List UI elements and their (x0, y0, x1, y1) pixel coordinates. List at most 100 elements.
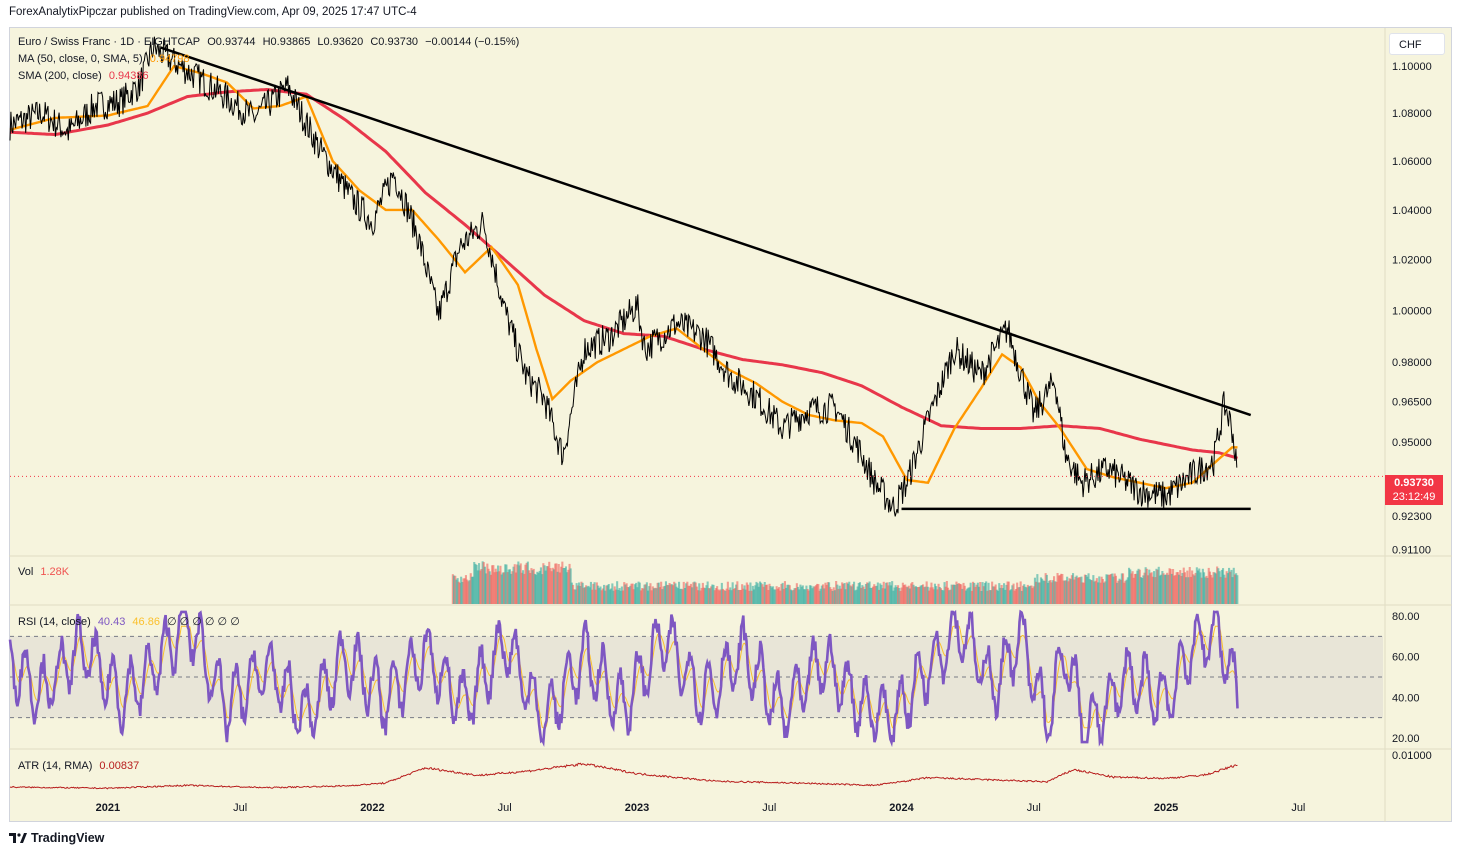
volume-bar (979, 582, 982, 604)
volume-bar (1060, 573, 1063, 604)
volume-bar (1230, 569, 1233, 604)
volume-bar (1069, 579, 1072, 604)
volume-bar (1031, 588, 1034, 604)
volume-bar (479, 570, 482, 604)
volume-bar (611, 583, 614, 604)
volume-bar (600, 590, 603, 604)
volume-bar (582, 587, 585, 604)
volume-bar (1054, 581, 1057, 604)
symbol-legend[interactable]: Euro / Swiss Franc · 1D · EIGHTCAP O0.93… (18, 36, 523, 48)
volume-bar (686, 581, 689, 604)
volume-bar (1236, 575, 1239, 604)
volume-bar (854, 590, 857, 604)
volume-bar (841, 582, 844, 604)
volume-bar (825, 584, 828, 604)
volume-bar (689, 583, 692, 604)
rsi-legend[interactable]: RSI (14, close) 40.43 46.86 ∅ ∅ ∅ ∅ ∅ ∅ (18, 615, 244, 628)
volume-bar (766, 584, 769, 604)
volume-bar (676, 588, 679, 604)
volume-bar (950, 584, 953, 604)
volume-bar (1181, 573, 1184, 604)
volume-bar (1008, 590, 1011, 604)
volume-bar (1214, 573, 1217, 604)
volume-bar (1057, 575, 1060, 604)
volume-bar (826, 582, 829, 604)
volume-bar (533, 573, 536, 604)
volume-bar (537, 572, 540, 604)
volume-bar (697, 590, 700, 604)
ma50-legend[interactable]: MA (50, close, 0, SMA, 5) 0.94798 (18, 53, 194, 65)
volume-bar (1064, 580, 1067, 604)
volume-bar (1074, 576, 1077, 604)
volume-bar (739, 590, 742, 604)
volume-bar (747, 584, 750, 604)
volume-bar (683, 588, 686, 604)
volume-bar (650, 590, 653, 604)
volume-bar (1235, 573, 1238, 604)
volume-bar (1093, 581, 1096, 604)
volume-bar (872, 586, 875, 604)
volume-bar (692, 582, 695, 604)
volume-bar (674, 583, 677, 604)
volume-bar (791, 590, 794, 604)
volume-bar (526, 561, 529, 604)
volume-bar (929, 587, 932, 604)
sma200-legend[interactable]: SMA (200, close) 0.94386 (18, 70, 153, 82)
volume-bar (635, 582, 638, 604)
volume-bar (875, 585, 878, 604)
volume-bar (726, 581, 729, 604)
volume-bar (629, 585, 632, 604)
volume-bar (1153, 571, 1156, 604)
volume-bar (750, 590, 753, 604)
volume-bar (914, 586, 917, 604)
volume-bar (954, 585, 957, 604)
volume-bar (1185, 577, 1188, 604)
volume-bar (530, 568, 533, 604)
volume-bar (545, 566, 548, 604)
volume-bar (933, 583, 936, 604)
volume-bar (581, 582, 584, 604)
volume-bar (931, 587, 934, 604)
volume-bar (630, 583, 633, 604)
volume-bar (632, 589, 635, 604)
volume-bar (1100, 576, 1103, 604)
volume-bar (563, 568, 566, 604)
time-tick-label: 2023 (625, 802, 649, 814)
tradingview-logo[interactable]: TradingView (9, 831, 104, 845)
volume-bar (693, 581, 696, 604)
descending-trendline (160, 46, 1252, 417)
time-tick-label: 2021 (96, 802, 120, 814)
volume-bar (773, 589, 776, 604)
volume-bar (961, 588, 964, 604)
volume-bar (1178, 574, 1181, 604)
volume-bar (680, 588, 683, 604)
volume-bar (994, 584, 997, 604)
volume-bar (478, 563, 481, 604)
volume-bar (610, 588, 613, 604)
atr-legend[interactable]: ATR (14, RMA) 0.00837 (18, 760, 143, 772)
volume-bar (824, 582, 827, 604)
volume-bar (569, 568, 572, 604)
volume-bar (637, 581, 640, 604)
volume-bar (628, 587, 631, 604)
tradingview-icon (9, 833, 27, 843)
volume-bar (857, 583, 860, 604)
volume-bar (631, 583, 634, 604)
volume-bar (1092, 575, 1095, 604)
volume-bar (822, 584, 825, 604)
volume-bar (983, 582, 986, 604)
volume-bar (501, 572, 504, 604)
volume-bar (1016, 582, 1019, 604)
currency-selector[interactable]: CHF (1389, 33, 1445, 55)
volume-legend[interactable]: Vol 1.28K (18, 566, 73, 578)
volume-bar (549, 568, 552, 604)
volume-bar (823, 588, 826, 604)
volume-bar (833, 590, 836, 604)
volume-bar (1193, 575, 1196, 604)
volume-bar (722, 588, 725, 604)
volume-bar (989, 590, 992, 604)
volume-bar (1195, 567, 1198, 604)
volume-bar (664, 581, 667, 604)
volume-bar (564, 566, 567, 604)
